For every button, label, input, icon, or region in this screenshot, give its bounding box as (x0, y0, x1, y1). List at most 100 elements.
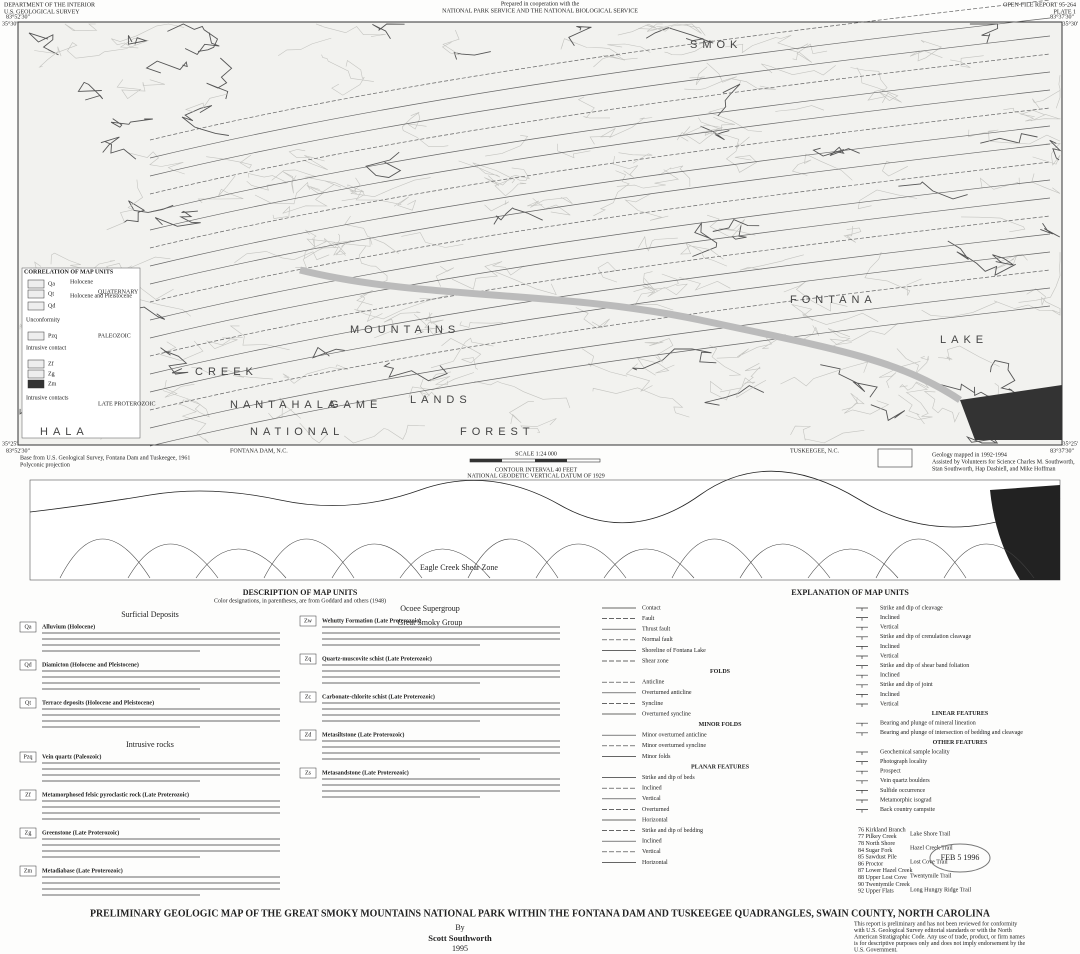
explanation-item: Vein quartz boulders (880, 778, 930, 784)
contour-line (341, 189, 402, 205)
symbol (856, 761, 868, 765)
geologic-contact (149, 305, 1051, 447)
contour-line (905, 382, 933, 420)
corner-coordinate: 35°25' (1063, 440, 1078, 447)
disclaimer-line: U.S. Government. (854, 947, 898, 953)
explanation-item: Thrust fault (642, 626, 670, 633)
explanation-item: Strike and dip of crenulation cleavage (880, 633, 971, 640)
corner-coordinate: 35°30' (1063, 20, 1078, 27)
contour-line (331, 59, 365, 96)
geologic-contact (149, 215, 1051, 357)
contour-line (607, 43, 651, 53)
explanation-item: Contact (642, 605, 661, 611)
map-label: LAKE (940, 334, 988, 346)
geologic-contact (149, 0, 1051, 141)
contour-line (993, 300, 1061, 316)
contour-line (730, 78, 776, 90)
fold-trace (195, 548, 287, 579)
contour-line (419, 378, 438, 400)
contour-line (850, 67, 888, 101)
explanation-heading: MINOR FOLDS (699, 722, 742, 728)
contour-line (592, 387, 690, 418)
unit-name: Vein quartz (Paleozoic) (42, 753, 101, 760)
report-number: OPEN-FILE REPORT 95-264 (1003, 2, 1076, 8)
stream (731, 225, 747, 240)
geology-note: Assisted by Volunteers for Science Charl… (932, 458, 1075, 465)
unit-code: Zf (48, 360, 54, 367)
map-label: MOUNTAINS (350, 324, 460, 336)
explanation-item: Photograph locality (880, 759, 927, 765)
contour-line (909, 40, 943, 62)
stream (692, 221, 718, 257)
contour-line (1055, 75, 1061, 109)
fold-trace (943, 543, 1035, 579)
symbol (856, 626, 868, 631)
contour-line (679, 242, 728, 267)
contour-line (744, 363, 761, 385)
contour-line (638, 235, 678, 252)
contour-line (304, 155, 328, 171)
trail: Long Hungry Ridge Trail (910, 887, 972, 893)
unit-code: Qt (25, 700, 31, 706)
disclaimer: This report is preliminary and has not b… (854, 920, 1025, 953)
symbol (856, 770, 868, 775)
contour-line (34, 42, 128, 59)
unit-box (19, 789, 37, 801)
by: By (455, 923, 464, 932)
contour-line (557, 143, 591, 159)
explanation-item: Overturned (642, 807, 669, 813)
trail: Lost Cove Trail (910, 859, 948, 865)
contour-line (305, 229, 336, 248)
stream (167, 23, 219, 52)
explanation-item: Inclined (642, 839, 662, 845)
quadrangle-name: FONTANA DAM, N.C. (230, 448, 288, 454)
explanation-item: Inclined (880, 673, 900, 679)
contour-line (429, 371, 451, 385)
explanation-item: Strike and dip of shear band foliation (880, 662, 969, 669)
explanation-item: Strike and dip of joint (880, 681, 933, 688)
unit-name: Alluvium (Holocene) (42, 623, 95, 630)
geologic-contact (149, 161, 1051, 303)
campsite: 77 Pilkey Creek (858, 834, 897, 840)
contour-line (520, 418, 557, 433)
stream (820, 364, 878, 398)
explanation-item: Horizontal (642, 860, 668, 866)
symbol (856, 780, 868, 784)
unit-code: Zm (24, 868, 33, 874)
contour-line (288, 149, 312, 158)
stream (704, 385, 765, 406)
stream (568, 26, 592, 46)
fold-trace (807, 548, 899, 579)
contour-line (458, 160, 516, 184)
contour-line (184, 93, 228, 113)
contour-note: CONTOUR INTERVAL 40 FEET (495, 467, 578, 473)
geologic-contact (149, 35, 1051, 177)
unit-code: Zf (25, 791, 31, 798)
geology-note: Geology mapped in 1992-1994 (932, 452, 1007, 458)
stream (453, 51, 491, 60)
contour-line (961, 216, 1026, 233)
symbol (856, 799, 868, 803)
stream (898, 181, 968, 200)
contour-line (856, 67, 902, 103)
explanation-item: Inclined (880, 692, 900, 698)
contour-line (790, 425, 865, 444)
contour-line (401, 112, 449, 147)
contour-line (658, 165, 691, 187)
dark-unit (960, 385, 1062, 440)
year: 1995 (452, 944, 468, 953)
contour-line (413, 312, 445, 335)
unit-box (19, 827, 37, 839)
geologic-contact (149, 71, 1051, 213)
section-heading: Surficial Deposits (121, 610, 179, 619)
corner-coordinate: 83°52'30" (6, 13, 30, 20)
contour-line (162, 390, 210, 418)
contour-line (508, 401, 534, 424)
contour-line (191, 367, 273, 380)
unit-box (299, 653, 317, 665)
trail: Lake Shore Trail (910, 831, 951, 837)
map-label: CREEK (195, 366, 258, 378)
contour-line (979, 177, 1020, 190)
contour-line (179, 399, 209, 443)
